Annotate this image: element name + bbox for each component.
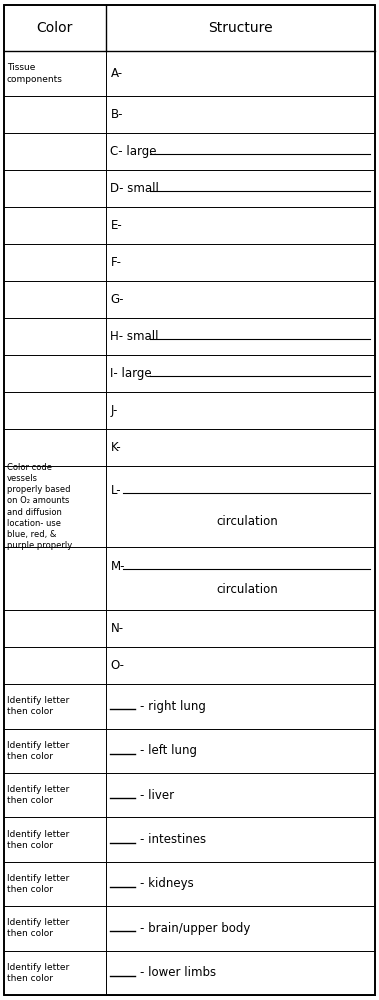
Text: J-: J- — [111, 404, 118, 417]
Text: G-: G- — [111, 293, 124, 306]
Text: B-: B- — [111, 108, 123, 121]
Text: Identify letter
then color: Identify letter then color — [7, 963, 69, 983]
Text: D- small: D- small — [111, 182, 159, 195]
Text: L-: L- — [111, 484, 121, 497]
Text: F-: F- — [111, 256, 122, 269]
Text: circulation: circulation — [217, 515, 279, 528]
Text: N-: N- — [111, 622, 124, 635]
Text: M-: M- — [111, 560, 125, 573]
Text: A-: A- — [111, 67, 122, 80]
Text: Structure: Structure — [208, 21, 273, 35]
Text: - lower limbs: - lower limbs — [140, 966, 216, 979]
Text: - intestines: - intestines — [140, 833, 206, 846]
Text: Identify letter
then color: Identify letter then color — [7, 918, 69, 938]
Text: - kidneys: - kidneys — [140, 877, 193, 890]
Text: C- large: C- large — [111, 145, 157, 158]
Text: Color: Color — [37, 21, 73, 35]
Text: Identify letter
then color: Identify letter then color — [7, 696, 69, 716]
Text: Identify letter
then color: Identify letter then color — [7, 874, 69, 894]
Text: - liver: - liver — [140, 789, 174, 802]
Text: Identify letter
then color: Identify letter then color — [7, 741, 69, 761]
Text: K-: K- — [111, 441, 121, 454]
Text: Color code
vessels
properly based
on O₂ amounts
and diffusion
location- use
blue: Color code vessels properly based on O₂ … — [7, 463, 72, 550]
Text: I- large: I- large — [111, 367, 152, 380]
Text: E-: E- — [111, 219, 122, 232]
Text: O-: O- — [111, 659, 124, 672]
Text: Tissue
components: Tissue components — [7, 63, 63, 84]
Text: Identify letter
then color: Identify letter then color — [7, 830, 69, 850]
Text: circulation: circulation — [217, 583, 279, 596]
Text: - brain/upper body: - brain/upper body — [140, 922, 250, 935]
Text: Identify letter
then color: Identify letter then color — [7, 785, 69, 805]
Text: - left lung: - left lung — [140, 744, 197, 757]
Text: - right lung: - right lung — [140, 700, 205, 713]
Text: H- small: H- small — [111, 330, 159, 343]
